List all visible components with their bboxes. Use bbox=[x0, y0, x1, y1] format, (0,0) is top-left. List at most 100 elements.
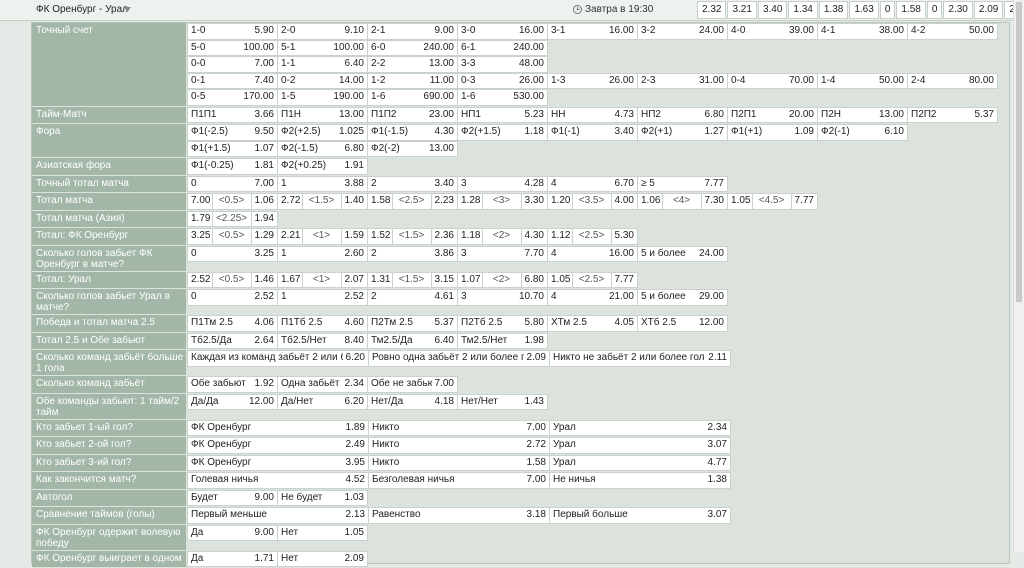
odds-cell[interactable]: Ф2(+0.25)1.91 bbox=[277, 158, 368, 175]
odds-cell[interactable]: 1.05<4.5>7.77 bbox=[727, 193, 818, 210]
odds-cell[interactable]: 2.72<1.5>1.40 bbox=[277, 193, 368, 210]
header-odd[interactable]: 2.09 bbox=[974, 1, 1003, 19]
odds-cell[interactable]: 2.21<1>1.59 bbox=[277, 228, 368, 245]
match-title[interactable]: ФК Оренбург - Урал bbox=[36, 4, 128, 15]
odds-cell[interactable]: Ф1(-1.5)4.30 bbox=[367, 124, 458, 141]
header-odd[interactable]: 1.58 bbox=[896, 1, 925, 19]
scroll-thumb[interactable] bbox=[1016, 2, 1022, 302]
odds-cell[interactable]: Ф2(-1.5)6.80 bbox=[277, 141, 368, 158]
odds-cell[interactable]: Обе не забьют7.00 bbox=[367, 376, 458, 393]
header-odd[interactable]: 3.21 bbox=[727, 1, 756, 19]
scrollbar[interactable] bbox=[1013, 0, 1024, 552]
odds-cell[interactable]: Ф1(+1)1.09 bbox=[727, 124, 818, 141]
odds-cell[interactable]: 3.25<0.5>1.29 bbox=[187, 228, 278, 245]
header-odd[interactable]: 2.30 bbox=[943, 1, 972, 19]
odds-cell[interactable]: 7.00<0.5>1.06 bbox=[187, 193, 278, 210]
odds-cell[interactable]: 1.20<3.5>4.00 bbox=[547, 193, 638, 210]
odds-cell[interactable]: 1.18<2>4.30 bbox=[457, 228, 548, 245]
odds-cell[interactable]: 1.31<1.5>3.15 bbox=[367, 272, 458, 289]
odds-cell[interactable]: Ф1(-2.5)9.50 bbox=[187, 124, 278, 141]
odds-cell[interactable]: Ф2(+1)1.27 bbox=[637, 124, 728, 141]
dropdown-arrow[interactable] bbox=[124, 7, 131, 12]
header-odd[interactable]: 1.34 bbox=[788, 1, 817, 19]
odds-cell[interactable]: Ф2(+2.5)1.025 bbox=[277, 124, 368, 141]
odds-cell[interactable]: 1.28<3>3.30 bbox=[457, 193, 548, 210]
odds-cell[interactable]: 1.12<2.5>5.30 bbox=[547, 228, 638, 245]
header-odd[interactable]: 0 bbox=[927, 1, 943, 19]
header-odd[interactable]: 1.38 bbox=[819, 1, 848, 19]
odds-cell[interactable]: Ф1(+1.5)1.07 bbox=[187, 141, 278, 158]
odds-cell[interactable]: 1.67<1>2.07 bbox=[277, 272, 368, 289]
odds-cell[interactable]: 2.52<0.5>1.46 bbox=[187, 272, 278, 289]
